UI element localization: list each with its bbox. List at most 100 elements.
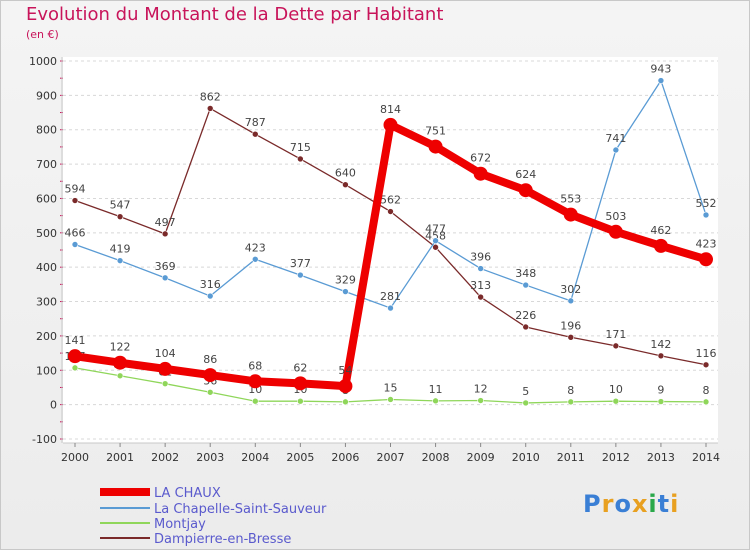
data-point-la-chaux — [248, 374, 263, 389]
data-point-dampierre-en-bresse — [567, 333, 575, 341]
data-label-la-chaux: 423 — [696, 237, 717, 250]
data-point-montjay — [116, 372, 124, 380]
y-tick-label: 300 — [36, 296, 57, 309]
y-tick-label: 200 — [36, 330, 57, 343]
x-tick-label: 2003 — [196, 451, 224, 464]
data-label-la-chapelle-saint-sauveur: 741 — [605, 132, 626, 145]
y-tick-label: 100 — [36, 364, 57, 377]
data-label-la-chapelle-saint-sauveur: 396 — [470, 251, 491, 264]
data-point-dampierre-en-bresse — [206, 105, 214, 112]
data-point-montjay — [71, 364, 79, 372]
x-tick-label: 2010 — [512, 451, 540, 464]
data-label-montjay: 15 — [384, 381, 398, 394]
logo-letter: P — [583, 490, 602, 518]
data-label-la-chaux: 672 — [470, 152, 491, 165]
logo-letter: r — [601, 490, 615, 518]
legend-label-la-chapelle-saint-sauveur: La Chapelle-Saint-Sauveur — [154, 502, 327, 517]
data-point-la-chapelle-saint-sauveur — [387, 304, 394, 312]
x-tick-label: 2005 — [286, 451, 314, 464]
data-point-la-chapelle-saint-sauveur — [251, 255, 259, 263]
data-point-la-chaux — [428, 139, 443, 154]
x-tick-label: 2013 — [647, 451, 675, 464]
data-label-la-chapelle-saint-sauveur: 329 — [335, 274, 356, 287]
data-point-montjay — [161, 380, 169, 387]
y-tick-label: 0 — [50, 399, 57, 412]
chart-unit-label: (en €) — [26, 28, 59, 41]
data-label-la-chapelle-saint-sauveur: 302 — [560, 283, 581, 296]
data-label-la-chaux: 624 — [515, 168, 536, 181]
data-label-dampierre-en-bresse: 497 — [155, 216, 176, 229]
data-point-dampierre-en-bresse — [702, 361, 710, 369]
data-label-montjay: 8 — [703, 384, 710, 397]
data-point-la-chaux — [68, 349, 82, 364]
data-label-dampierre-en-bresse: 226 — [515, 309, 536, 322]
legend-label-la-chaux: LA CHAUX — [154, 486, 221, 501]
data-point-la-chapelle-saint-sauveur — [657, 77, 665, 84]
y-tick-label: -100 — [32, 433, 57, 446]
logo-letter: t — [657, 490, 671, 518]
x-tick-label: 2008 — [422, 451, 450, 464]
data-label-dampierre-en-bresse: 787 — [245, 116, 266, 129]
data-point-la-chaux — [113, 355, 128, 370]
logo-letter: i — [670, 490, 680, 518]
data-label-dampierre-en-bresse: 116 — [696, 347, 717, 360]
x-tick-label: 2006 — [331, 451, 359, 464]
data-point-montjay — [206, 388, 214, 396]
data-point-montjay — [251, 397, 259, 405]
data-point-dampierre-en-bresse — [387, 208, 394, 215]
data-point-la-chaux — [203, 368, 218, 383]
logo-letter: o — [614, 490, 632, 518]
y-tick-label: 700 — [36, 158, 57, 171]
data-label-la-chapelle-saint-sauveur: 369 — [155, 260, 176, 273]
y-tick-label: 1000 — [29, 55, 57, 68]
data-point-dampierre-en-bresse — [477, 293, 484, 301]
data-label-dampierre-en-bresse: 171 — [605, 328, 626, 341]
data-point-montjay — [657, 398, 665, 405]
x-tick-label: 2004 — [241, 451, 269, 464]
data-label-montjay: 5 — [522, 385, 529, 398]
data-label-montjay: 8 — [567, 384, 574, 397]
data-label-montjay: 11 — [429, 383, 443, 396]
legend-label-montjay: Montjay — [154, 517, 206, 532]
data-label-dampierre-en-bresse: 640 — [335, 167, 356, 180]
data-label-la-chapelle-saint-sauveur: 943 — [650, 63, 671, 76]
x-tick-label: 2000 — [61, 451, 89, 464]
data-point-dampierre-en-bresse — [161, 230, 169, 238]
data-point-la-chapelle-saint-sauveur — [477, 265, 484, 272]
data-point-la-chapelle-saint-sauveur — [71, 241, 79, 248]
data-label-montjay: 10 — [609, 383, 623, 396]
data-label-dampierre-en-bresse: 594 — [65, 183, 86, 196]
data-label-la-chaux: 62 — [293, 361, 307, 374]
y-tick-label: 600 — [36, 192, 57, 205]
data-label-la-chapelle-saint-sauveur: 466 — [65, 227, 86, 240]
data-label-montjay: 9 — [657, 384, 664, 397]
x-tick-label: 2001 — [106, 451, 134, 464]
data-label-la-chaux: 54 — [338, 364, 352, 377]
data-label-la-chapelle-saint-sauveur: 423 — [245, 241, 266, 254]
data-point-la-chaux — [383, 117, 398, 132]
data-point-la-chaux — [653, 238, 668, 253]
data-point-dampierre-en-bresse — [657, 352, 665, 360]
data-label-dampierre-en-bresse: 196 — [560, 319, 581, 332]
x-tick-label: 2007 — [377, 451, 405, 464]
legend-label-dampierre-en-bresse: Dampierre-en-Bresse — [154, 532, 291, 547]
data-point-montjay — [567, 398, 575, 406]
logo-letter: i — [648, 490, 658, 518]
data-point-montjay — [297, 397, 304, 405]
x-tick-label: 2002 — [151, 451, 179, 464]
data-point-dampierre-en-bresse — [612, 342, 620, 350]
data-point-montjay — [612, 397, 620, 405]
data-label-la-chaux: 751 — [425, 125, 446, 138]
data-label-la-chapelle-saint-sauveur: 419 — [110, 243, 131, 256]
data-label-la-chaux: 503 — [605, 210, 626, 223]
data-label-la-chaux: 86 — [203, 353, 217, 366]
data-label-dampierre-en-bresse: 547 — [110, 199, 131, 212]
data-point-la-chapelle-saint-sauveur — [432, 237, 439, 245]
data-point-la-chaux — [158, 361, 173, 376]
data-point-dampierre-en-bresse — [251, 130, 259, 138]
x-tick-label: 2009 — [467, 451, 495, 464]
data-point-la-chaux — [518, 183, 533, 198]
data-label-dampierre-en-bresse: 142 — [650, 338, 671, 351]
data-point-dampierre-en-bresse — [297, 155, 304, 163]
data-point-montjay — [387, 396, 394, 403]
